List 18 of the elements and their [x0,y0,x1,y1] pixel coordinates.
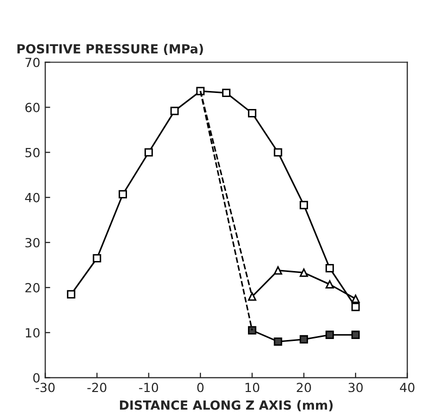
x-tick-label: 20 [296,382,311,392]
y-tick-label: 10 [26,328,40,338]
x-tick-label: 10 [246,382,260,392]
x-tick-label: 0 [197,382,204,392]
y-axis-title: POSITIVE PRESSURE (MPa) [17,44,203,55]
y-tick-label: 40 [25,192,40,202]
x-tick-label: -20 [87,382,106,392]
y-tick-label: 20 [25,283,40,292]
y-tick-label: 50 [25,148,40,158]
x-tick-label: -10 [139,382,158,392]
y-tick-label: 60 [25,102,40,112]
x-tick-label: 40 [400,382,414,392]
y-tick-label: 70 [26,58,40,68]
y-tick-label: 0 [33,373,40,383]
x-tick-label: 30 [348,382,363,392]
x-tick-label: -30 [36,382,55,392]
y-tick-label: 30 [25,238,40,248]
x-axis-title: DISTANCE ALONG Z AXIS (mm) [120,400,333,412]
